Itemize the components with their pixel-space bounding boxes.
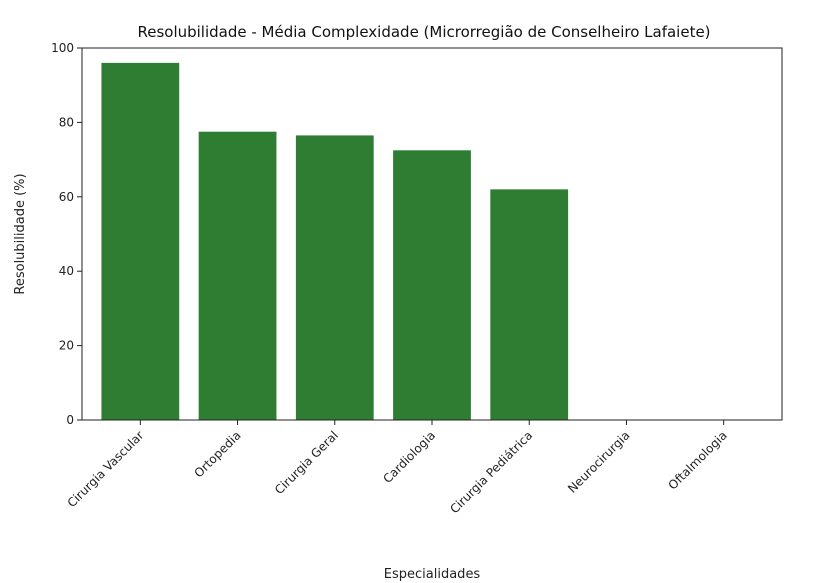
x-tick-label: Oftalmologia (666, 428, 730, 492)
x-tick-label: Cirurgia Geral (272, 428, 341, 497)
x-tick-label: Cardiologia (380, 428, 438, 486)
x-tick-label: Cirurgia Vascular (65, 428, 147, 510)
y-axis-title: Resolubilidade (%) (13, 173, 28, 294)
bar-cardiologia (393, 150, 471, 421)
y-tick-label: 40 (59, 264, 74, 278)
y-tick-label: 20 (59, 339, 74, 353)
x-axis: Cirurgia Vascular Ortopedia Cirurgia Geral… (65, 420, 730, 516)
bar-cirurgia-geral (295, 135, 374, 421)
y-tick-label: 60 (59, 190, 74, 204)
x-tick-label: Cirurgia Pediátrica (447, 428, 535, 516)
y-tick-label: 80 (59, 115, 74, 129)
x-tick-label: Ortopedia (192, 428, 244, 480)
x-tick-label: Neurocirurgia (565, 428, 633, 496)
bars-group (101, 62, 569, 421)
bar-ortopedia (198, 131, 277, 420)
bar-cirurgia-pedi-trica (490, 189, 569, 420)
y-tick-label: 0 (66, 413, 74, 427)
chart-title: Resolubilidade - Média Complexidade (Mic… (137, 23, 710, 41)
y-tick-label: 100 (51, 41, 74, 55)
bar-cirurgia-vascular (101, 62, 180, 420)
x-axis-title: Especialidades (384, 567, 481, 582)
y-axis: 0 20 40 60 80 100 (51, 41, 82, 427)
